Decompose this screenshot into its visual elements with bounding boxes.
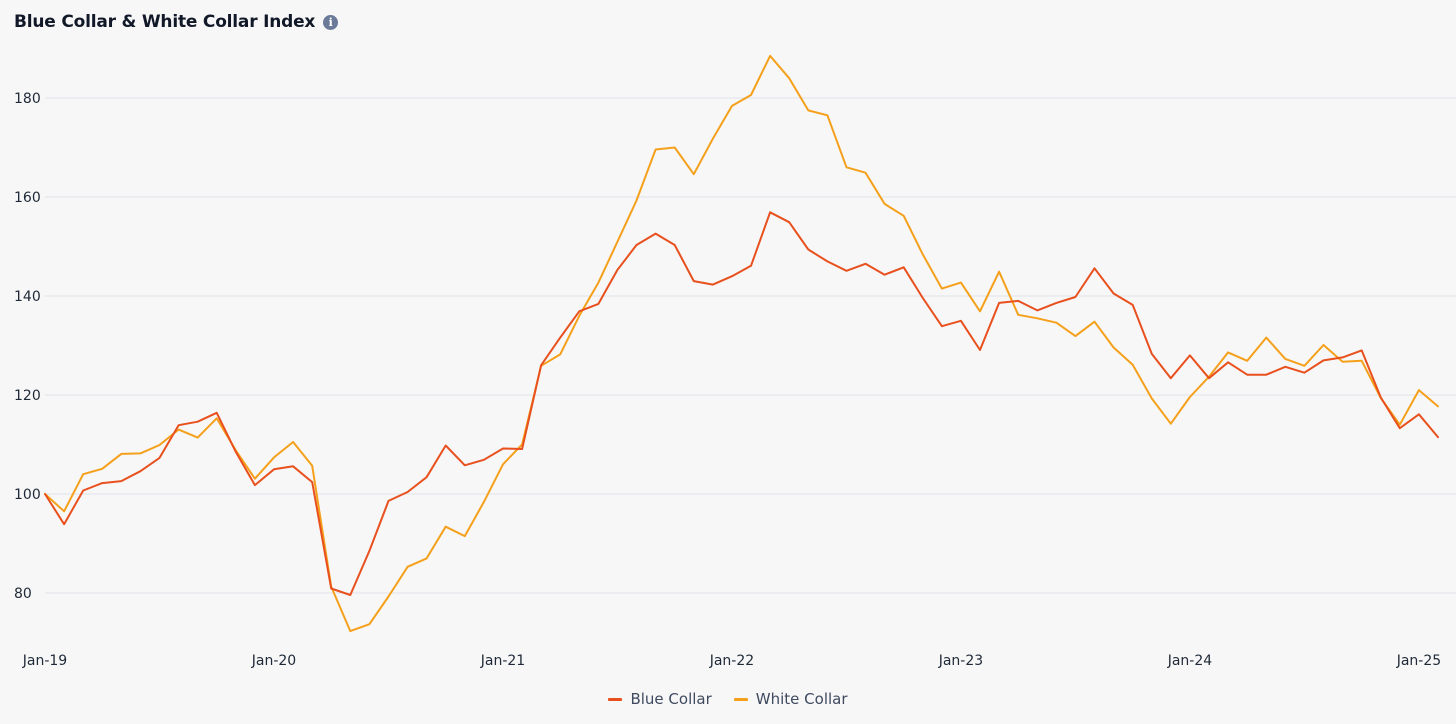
series-line-blue-collar[interactable] [44,211,1439,596]
series-line-white-collar[interactable] [44,54,1439,633]
legend-swatch-white-collar [733,697,748,701]
x-tick-label: Jan-25 [1396,653,1441,669]
legend: Blue Collar White Collar [0,690,1456,708]
y-tick-label: 180 [14,91,41,107]
title-row: Blue Collar & White Collar Index i [14,12,339,32]
x-tick-label: Jan-19 [22,653,67,669]
y-tick-label: 100 [14,487,41,503]
x-tick-label: Jan-24 [1167,653,1213,669]
legend-label-blue-collar: Blue Collar [630,690,712,708]
info-icon[interactable]: i [323,14,339,30]
x-tick-label: Jan-22 [709,653,754,669]
legend-swatch-blue-collar [608,697,623,701]
legend-item-white-collar[interactable]: White Collar [733,690,848,708]
x-tick-label: Jan-20 [251,653,296,669]
legend-label-white-collar: White Collar [755,690,848,708]
x-tick-label: Jan-21 [480,653,525,669]
y-tick-label: 160 [14,190,41,206]
y-tick-label: 80 [14,586,32,602]
chart-title: Blue Collar & White Collar Index [14,12,316,32]
y-tick-label: 140 [14,289,41,305]
y-tick-label: 120 [14,388,41,404]
legend-item-blue-collar[interactable]: Blue Collar [608,690,712,708]
x-tick-label: Jan-23 [938,653,983,669]
